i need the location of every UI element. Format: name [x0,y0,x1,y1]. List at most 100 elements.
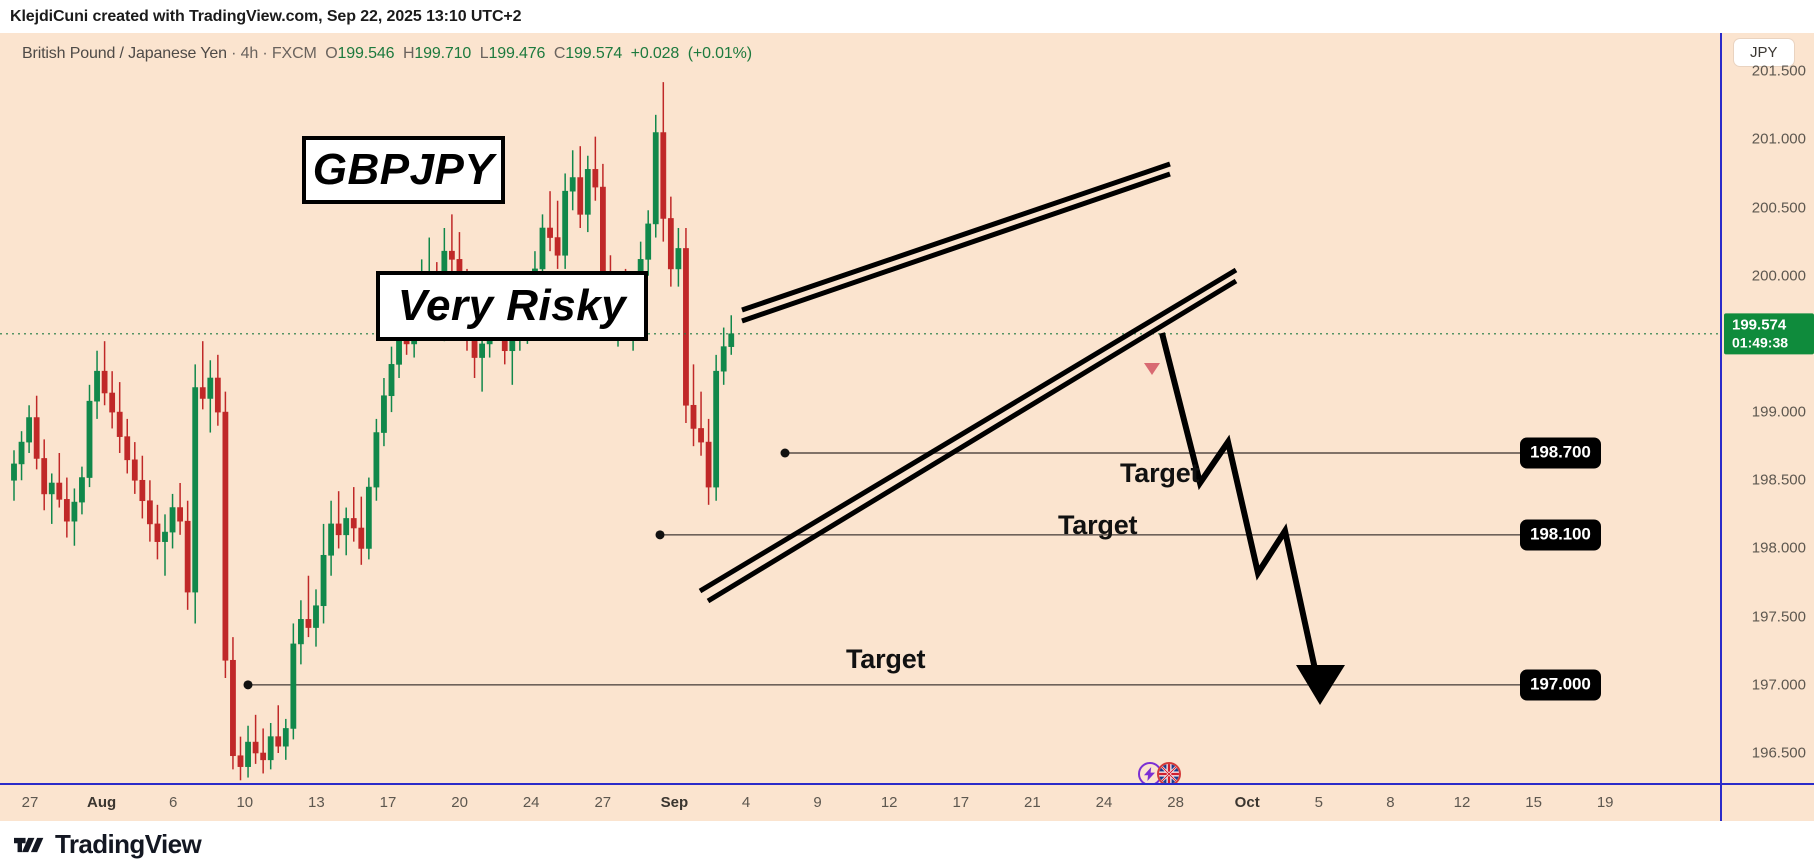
candle-body [335,523,342,536]
candle-body [713,370,720,488]
candle-body [33,417,40,459]
upper-channel-line-0[interactable] [741,161,1171,313]
candle-body [154,523,161,542]
time-tick: Aug [87,794,117,811]
candle-body [675,248,682,270]
upper-channel-line-1[interactable] [741,171,1171,324]
candle-body [199,387,206,399]
candle-body [547,227,553,238]
time-tick: 12 [880,794,898,811]
candle-body [177,507,183,522]
time-tick: 21 [1024,794,1041,811]
candle-body [720,346,727,372]
candle-body [63,499,70,522]
target-line-anchor-handle[interactable] [655,530,665,540]
time-axis[interactable]: 27 Aug 6 10 13 17 20 24 27 Sep 4 9 12 17 21 24 28 Oct 5 8 12… [0,783,1814,821]
candle-body [222,411,229,661]
price-tick: 196.500 [1751,744,1806,762]
candle-body [147,500,153,525]
lower-channel-line-1[interactable] [706,278,1238,604]
time-tick: 12 [1453,794,1471,811]
time-tick: 10 [236,794,254,811]
legend-change-absolute: +0.028 [630,45,680,62]
candle-body [41,458,48,495]
short-entry-marker-group [1144,363,1160,375]
candle-body [698,428,704,443]
chart-surface[interactable]: British Pound / Japanese Yen · 4h · FXCM… [0,33,1814,783]
time-tick: 27 [21,794,39,811]
price-tick: 199.000 [1751,403,1806,421]
target-text-label[interactable]: Target [846,644,926,674]
price-tick: 201.500 [1751,62,1806,80]
last-price-value: 199.574 [1732,316,1787,334]
legend-open-label: O [325,45,338,62]
legend-high-value: 199.710 [414,45,472,62]
price-tick: 200.000 [1751,267,1806,285]
candle-body [267,736,274,761]
candle-body [305,619,312,628]
time-tick: 9 [813,794,822,811]
legend-low-value: 199.476 [488,45,546,62]
candle-body [577,177,584,215]
uk-flag-icon[interactable] [1157,762,1181,783]
chart-legend[interactable]: British Pound / Japanese Yen · 4h · FXCM… [22,45,752,63]
annotation-risk-label[interactable]: Very Risky [376,271,648,341]
time-tick: 24 [1095,794,1113,811]
candle-body [192,387,199,593]
candle-body [207,377,214,399]
time-tick: 15 [1525,794,1542,811]
time-tick: 20 [451,794,468,811]
candle-body [297,619,304,645]
footer-brand-bar: TradingView [0,821,1814,868]
time-tick: 17 [952,794,970,811]
time-tick: 28 [1167,794,1184,811]
projection-arrowhead [1296,665,1345,705]
time-tick: 24 [522,794,540,811]
annotation-symbol-label[interactable]: GBPJPY [302,136,505,204]
legend-open-value: 199.546 [337,45,395,62]
price-plot-area[interactable]: GBPJPY Very Risky Target 198.700 Target 198… [0,33,1720,783]
projection-zigzag-path[interactable] [1159,332,1321,684]
candle-body [86,400,93,478]
legend-close-label: C [553,45,566,62]
tradingview-logo-icon [14,837,44,852]
lower-channel-line-0[interactable] [698,267,1238,594]
candle-body [282,728,289,747]
candle-body [162,531,168,542]
attribution-text: KlejdiCuni created with TradingView.com,… [0,0,1814,33]
target-price-pill[interactable]: 197.000 [1520,669,1601,701]
candle-body [116,411,123,437]
candle-body [26,417,32,443]
candle-body [124,436,131,461]
target-price-pill[interactable]: 198.700 [1520,437,1601,469]
axis-corner-divider [1720,785,1722,821]
target-text-label[interactable]: Target [1120,458,1200,488]
time-tick: 5 [1314,794,1323,811]
candle-body [230,659,236,757]
legend-symbol-description[interactable]: British Pound / Japanese Yen [22,45,227,62]
target-line-anchor-handle[interactable] [780,448,790,458]
time-tick: 8 [1386,794,1395,811]
candle-body [18,441,25,465]
time-tick: 19 [1596,794,1614,811]
candle-body [660,132,667,219]
time-tick: Sep [660,794,689,811]
candle-body [373,432,380,488]
candle-body [350,518,357,529]
target-line-anchor-handle[interactable] [243,680,253,690]
candle-body [252,741,259,754]
candle-body [237,755,244,767]
candle-body [94,370,100,402]
event-icons-row[interactable] [1138,762,1181,783]
price-tick: 197.000 [1751,676,1806,694]
tradingview-wordmark: TradingView [55,829,202,859]
candle-body [169,507,176,533]
candle-body [71,501,78,522]
target-price-pill[interactable]: 198.100 [1520,519,1601,551]
price-tick: 201.000 [1751,130,1806,148]
price-axis[interactable]: JPY 201.500 201.000 200.500 200.000 199.000 1… [1720,33,1814,783]
target-text-label[interactable]: Target [1058,510,1138,540]
legend-interval[interactable]: 4h [240,45,259,62]
candle-body [479,343,485,358]
